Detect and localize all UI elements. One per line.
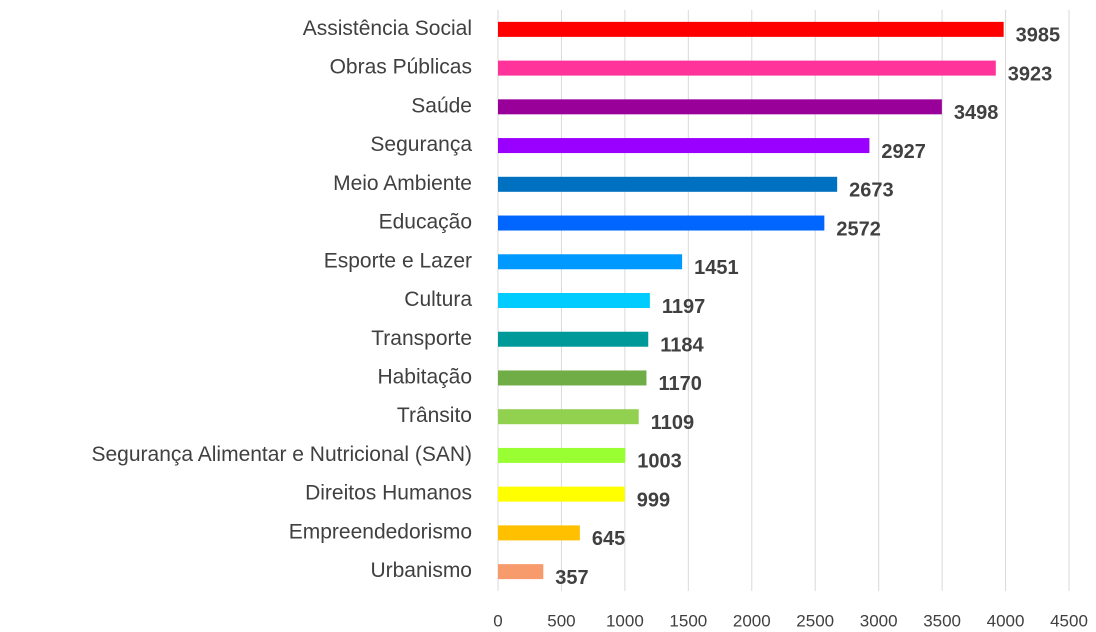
x-tick-label: 2000 <box>733 611 771 630</box>
x-tick-label: 3000 <box>860 611 898 630</box>
y-tick-label: Meio Ambiente <box>333 172 472 195</box>
y-tick-label: Urbanismo <box>370 559 472 582</box>
value-label: 999 <box>637 489 670 511</box>
value-label: 1003 <box>637 451 682 473</box>
value-label: 3985 <box>1016 25 1061 47</box>
bar <box>498 409 639 425</box>
value-label: 2673 <box>849 180 894 202</box>
y-tick-label: Educação <box>379 211 472 234</box>
bar <box>498 486 625 502</box>
x-tick-label: 1000 <box>606 611 644 630</box>
y-tick-label: Assistência Social <box>303 17 472 40</box>
y-tick-label: Trânsito <box>397 404 472 427</box>
y-tick-label: Empreendedorismo <box>289 520 472 543</box>
x-tick-label: 3500 <box>923 611 961 630</box>
bar <box>498 370 647 386</box>
value-label: 1170 <box>658 373 701 395</box>
x-tick-label: 2500 <box>796 611 834 630</box>
x-tick-label: 4500 <box>1050 611 1088 630</box>
bar <box>498 21 1004 37</box>
bar <box>498 215 825 231</box>
bar <box>498 331 649 347</box>
x-tick-label: 0 <box>493 611 502 630</box>
value-label: 3923 <box>1008 63 1053 85</box>
bar <box>498 138 870 154</box>
y-tick-label: Obras Públicas <box>330 56 472 79</box>
y-tick-label: Transporte <box>371 327 472 350</box>
value-label: 357 <box>555 567 588 589</box>
y-tick-label: Cultura <box>404 288 472 311</box>
bar <box>498 176 838 192</box>
bar <box>498 293 650 308</box>
value-label: 1451 <box>694 257 739 279</box>
y-tick-label: Direitos Humanos <box>305 482 472 505</box>
x-tick-label: 1500 <box>669 611 707 630</box>
value-label: 2572 <box>836 218 881 240</box>
bar <box>498 525 580 541</box>
value-label: 1197 <box>662 296 705 318</box>
bar <box>498 254 683 270</box>
y-tick-label: Saúde <box>411 94 472 117</box>
bar <box>498 447 626 463</box>
y-tick-label: Segurança Alimentar e Nutricional (SAN) <box>91 443 472 466</box>
value-label: 1109 <box>651 412 694 434</box>
bar <box>498 99 942 115</box>
bar <box>498 564 544 580</box>
value-label: 1184 <box>660 335 704 357</box>
y-tick-label: Esporte e Lazer <box>324 249 472 272</box>
value-label: 645 <box>592 528 625 550</box>
value-label: 3498 <box>954 102 999 124</box>
x-tick-label: 4000 <box>987 611 1025 630</box>
value-label: 2927 <box>881 141 926 163</box>
y-tick-label: Segurança <box>370 133 472 156</box>
bar <box>498 60 996 76</box>
y-tick-label: Habitação <box>377 366 472 389</box>
x-tick-label: 500 <box>547 611 575 630</box>
